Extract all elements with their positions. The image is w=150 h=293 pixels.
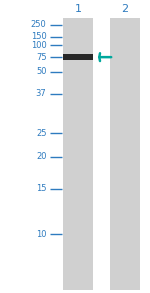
- Text: 100: 100: [31, 41, 46, 50]
- Text: 10: 10: [36, 230, 46, 239]
- Bar: [63, 18, 93, 290]
- Text: 75: 75: [36, 53, 46, 62]
- Bar: [63, 54, 93, 60]
- Text: 150: 150: [31, 32, 46, 41]
- Text: 20: 20: [36, 152, 46, 161]
- Text: 250: 250: [31, 21, 46, 29]
- Text: 1: 1: [75, 4, 81, 14]
- Text: 50: 50: [36, 67, 46, 76]
- Text: 25: 25: [36, 129, 46, 138]
- Text: 15: 15: [36, 185, 46, 193]
- Text: 37: 37: [36, 89, 46, 98]
- Text: 2: 2: [121, 4, 128, 14]
- Bar: [110, 18, 140, 290]
